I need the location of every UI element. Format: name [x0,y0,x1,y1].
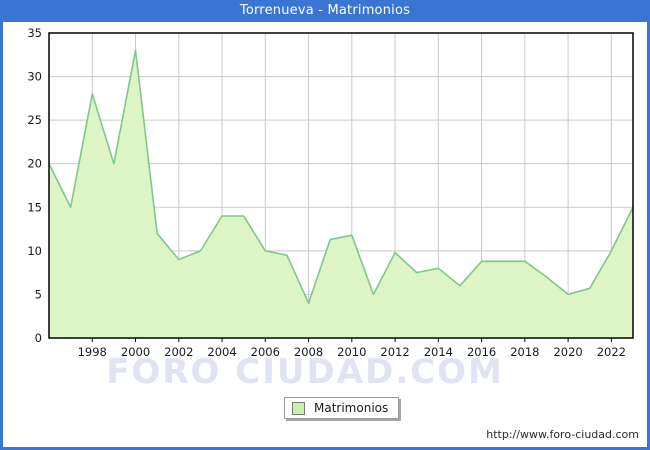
svg-text:5: 5 [35,287,42,301]
chart-canvas: 0 5 10 15 20 25 30 35 1998 2000 2002 2004 2006 2008 2… [3,22,647,447]
svg-text:2016: 2016 [467,345,496,359]
svg-text:2008: 2008 [294,345,323,359]
svg-text:10: 10 [27,244,42,258]
svg-text:2000: 2000 [121,345,150,359]
svg-text:35: 35 [27,26,42,40]
plot-frame [48,32,634,339]
legend-swatch-matrimonios [292,401,305,415]
svg-text:30: 30 [27,70,42,84]
svg-text:25: 25 [27,113,42,127]
svg-text:2002: 2002 [164,345,193,359]
legend-label-matrimonios: Matrimonios [314,401,389,415]
svg-text:15: 15 [27,200,42,214]
svg-text:2014: 2014 [424,345,453,359]
svg-text:2020: 2020 [553,345,582,359]
x-axis-tick-marks [91,338,612,342]
svg-text:0: 0 [35,331,42,345]
svg-text:2012: 2012 [380,345,409,359]
source-url: http://www.foro-ciudad.com [486,428,639,441]
svg-text:2022: 2022 [597,345,626,359]
data-series-layer [48,49,634,339]
x-axis-tick-labels: 1998 2000 2002 2004 2006 2008 2010 2012 2014 2016… [78,345,626,359]
line-area-chart: 0 5 10 15 20 25 30 35 1998 2000 2002 2004 2006 2008 2… [27,26,634,359]
chart-legend: Matrimonios [284,397,400,419]
svg-text:1998: 1998 [78,345,107,359]
y-axis-tick-labels: 0 5 10 15 20 25 30 35 [27,26,42,345]
svg-text:2006: 2006 [251,345,280,359]
window-title: Torrenueva - Matrimonios [0,0,650,22]
svg-text:2010: 2010 [337,345,366,359]
svg-text:20: 20 [27,157,42,171]
svg-text:2004: 2004 [207,345,236,359]
svg-text:2018: 2018 [510,345,539,359]
